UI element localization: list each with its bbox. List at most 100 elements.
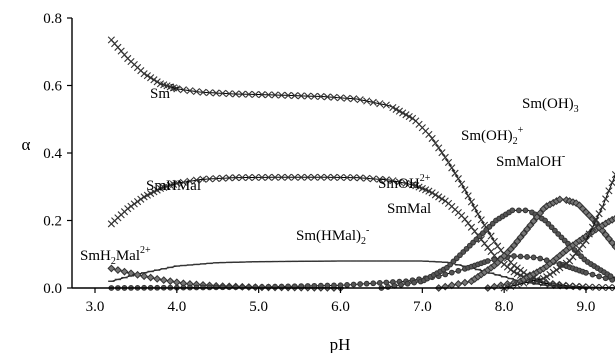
data-point [477, 216, 485, 224]
data-point [382, 101, 390, 109]
data-point [455, 267, 462, 274]
data-point [548, 224, 555, 231]
data-point [556, 264, 564, 272]
data-point [395, 107, 404, 115]
data-point [523, 225, 531, 234]
data-point [219, 89, 227, 97]
y-tick-labels: 0.0 0.2 0.4 0.6 0.8 [43, 11, 62, 297]
data-point [602, 195, 610, 203]
data-point [442, 271, 449, 278]
data-point [150, 76, 158, 84]
data-point [532, 213, 541, 222]
data-point [402, 179, 410, 187]
data-point [474, 210, 482, 218]
data-point [172, 278, 181, 287]
y-tick-label: 0.4 [43, 146, 62, 162]
data-point [350, 174, 358, 182]
data-point [545, 220, 552, 227]
data-point [219, 284, 226, 291]
data-point [317, 92, 325, 101]
series-label-base: Sm(OH) [461, 128, 513, 144]
data-point [232, 90, 240, 98]
data-point [526, 277, 534, 286]
data-point [343, 173, 351, 182]
data-point [258, 173, 266, 181]
data-point [431, 191, 440, 199]
data-point [159, 276, 168, 285]
x-tick-label: 9.0 [577, 299, 596, 315]
data-point [542, 217, 548, 224]
data-point [205, 175, 214, 183]
data-point [546, 280, 554, 289]
x-axis-title: pH [330, 335, 351, 353]
data-point [522, 207, 529, 214]
data-point [583, 269, 589, 276]
data-point [555, 231, 562, 237]
data-point [516, 233, 525, 242]
data-point [562, 259, 570, 267]
data-point [238, 173, 246, 182]
data-point [588, 223, 597, 231]
data-point [186, 177, 194, 185]
data-point [519, 229, 528, 238]
x-tick-label: 4.0 [167, 299, 186, 315]
data-point [460, 278, 469, 287]
data-point [608, 238, 615, 247]
series-label-smmal: SmMal [387, 201, 431, 217]
data-point [153, 78, 161, 86]
data-point [490, 237, 498, 246]
data-point [546, 270, 554, 279]
data-point [458, 180, 466, 188]
data-point [127, 202, 135, 210]
data-point [513, 237, 522, 246]
series-label-sup: 3+ [170, 83, 181, 94]
data-point [291, 92, 299, 100]
data-point [232, 174, 240, 182]
data-point [251, 173, 259, 182]
data-point [389, 103, 397, 112]
data-point [357, 281, 364, 287]
data-point [510, 241, 518, 250]
data-point [438, 149, 446, 157]
data-point [530, 254, 537, 261]
data-point [130, 200, 138, 208]
data-point [337, 282, 344, 289]
data-point [596, 273, 602, 280]
series-label-sup: - [366, 225, 369, 236]
series-label-smoh3: Sm(OH)3 [522, 96, 579, 115]
data-point [173, 85, 181, 93]
series-label-smoh: SmOH2+ [378, 173, 431, 192]
series-label-sub: 2 [111, 256, 116, 267]
data-point [454, 175, 462, 183]
data-point [524, 254, 530, 260]
data-point [258, 91, 266, 99]
data-point [212, 174, 220, 183]
data-point [435, 144, 443, 152]
data-point [143, 72, 151, 80]
x-tick-label: 3.0 [86, 299, 105, 315]
data-point [608, 179, 615, 187]
data-point [461, 186, 469, 194]
data-point [140, 70, 148, 78]
data-point [343, 94, 351, 102]
data-point [509, 207, 516, 214]
data-point [611, 243, 615, 251]
data-point [133, 198, 142, 206]
y-tick-label: 0.6 [43, 79, 62, 95]
data-point [284, 91, 292, 99]
data-point [585, 230, 593, 238]
y-tick-label: 0.0 [43, 281, 62, 297]
data-point [205, 89, 214, 97]
data-point [376, 175, 384, 183]
data-point [507, 266, 515, 274]
data-point [166, 277, 175, 286]
data-point [271, 91, 279, 99]
series-label-sub: 2 [361, 236, 366, 247]
data-point [598, 203, 606, 211]
y-tick-label: 0.2 [43, 214, 62, 230]
series-label-smh2mal: SmH2Mal2+ [80, 245, 151, 267]
data-point [363, 97, 371, 105]
y-tick-label: 0.8 [43, 11, 62, 27]
data-point [484, 258, 491, 264]
